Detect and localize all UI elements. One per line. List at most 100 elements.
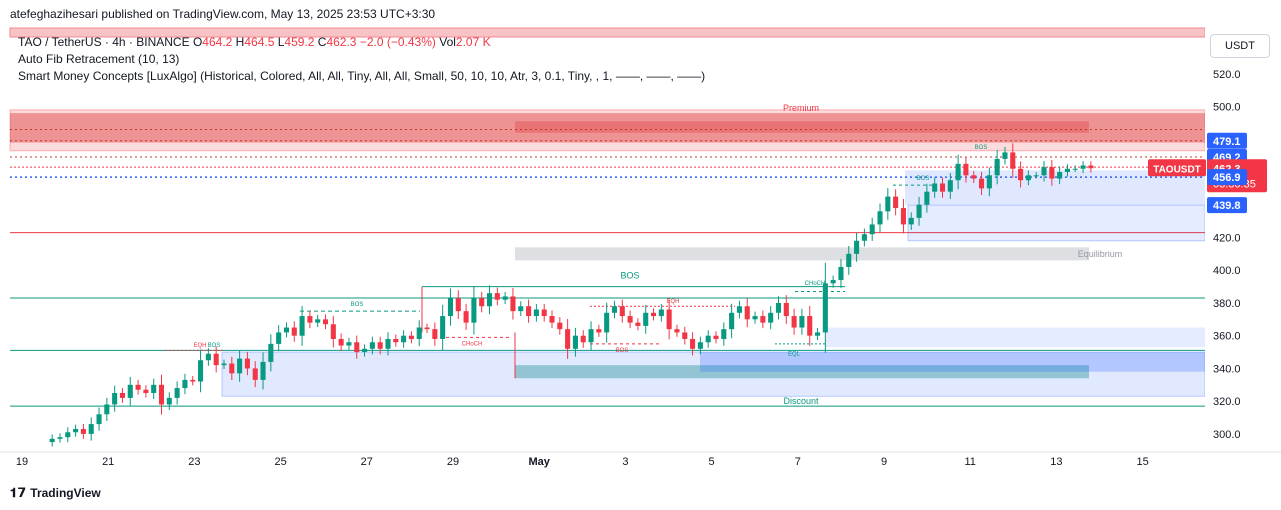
candle-body xyxy=(916,204,922,218)
publish-header: atefeghazihesari published on TradingVie… xyxy=(0,0,1281,28)
candle-body xyxy=(846,253,852,267)
candle-body xyxy=(783,302,789,317)
time-tick-label: 9 xyxy=(881,456,887,468)
volume-label: Vol xyxy=(439,35,456,49)
candle-body xyxy=(721,329,727,339)
demand-zone-strong xyxy=(700,352,1205,372)
candle-body xyxy=(986,175,992,189)
candle-body xyxy=(416,327,422,339)
candle-body xyxy=(650,312,657,317)
price-tick-label: 400.0 xyxy=(1213,265,1241,277)
eqh-left-label: EQH xyxy=(193,343,206,349)
candle-body xyxy=(143,389,149,393)
candle-body xyxy=(65,432,71,438)
candle-body xyxy=(315,319,321,323)
open-value: 464.2 xyxy=(202,35,233,49)
candle-body xyxy=(369,342,375,349)
candle-body xyxy=(900,208,906,225)
candle-body xyxy=(1041,167,1047,176)
candle-body xyxy=(768,312,774,323)
candle-body xyxy=(307,316,313,323)
candle-body xyxy=(393,338,399,343)
candle-body xyxy=(174,388,180,398)
candle-body xyxy=(166,397,172,405)
candle-body xyxy=(73,428,79,433)
time-tick-label: 27 xyxy=(361,456,373,468)
candle-body xyxy=(588,329,594,343)
volume-value: 2.07 K xyxy=(455,35,491,49)
candle-body xyxy=(57,437,63,439)
candle-body xyxy=(377,342,383,349)
candle-body xyxy=(1002,152,1008,159)
candle-body xyxy=(869,224,875,235)
candle-body xyxy=(424,327,430,330)
candle-body xyxy=(96,414,102,425)
fib-indicator-legend[interactable]: Auto Fib Retracement (10, 13) xyxy=(18,52,180,66)
eql-label: EQL xyxy=(788,351,801,357)
candle-body xyxy=(385,338,391,349)
symbol-name: TAO / TetherUS · 4h · BINANCE xyxy=(18,35,190,49)
time-tick-label: 5 xyxy=(709,456,715,468)
candle-body xyxy=(471,298,477,323)
price-tick-label: 420.0 xyxy=(1213,233,1241,245)
candle-body xyxy=(518,306,524,312)
candle-body xyxy=(627,316,633,323)
price-tick-label: 320.0 xyxy=(1213,396,1241,408)
candle-body xyxy=(362,348,368,353)
discount-label: Discount xyxy=(783,396,819,406)
price-label-box xyxy=(1207,169,1247,186)
candle-body xyxy=(877,211,883,225)
candle-body xyxy=(526,306,532,317)
candle-body xyxy=(760,316,766,323)
candle-body xyxy=(322,319,329,325)
choch-label: CHoCH xyxy=(805,281,826,287)
candle-body xyxy=(182,379,188,389)
price-label-text: 479.1 xyxy=(1213,136,1241,148)
candle-body xyxy=(283,327,290,333)
candle-body xyxy=(744,306,750,320)
candle-body xyxy=(1088,165,1094,169)
price-tick-label: 380.0 xyxy=(1213,298,1241,310)
candle-body xyxy=(533,309,539,317)
candle-body xyxy=(666,309,672,330)
equilibrium-label: Equilibrium xyxy=(1078,249,1123,259)
time-tick-label: 19 xyxy=(16,456,28,468)
price-label-box xyxy=(1207,197,1247,214)
time-tick-label: 29 xyxy=(447,456,459,468)
currency-button[interactable]: USDT xyxy=(1210,34,1270,58)
candle-body xyxy=(775,302,782,313)
candle-body xyxy=(971,175,977,179)
close-label: C xyxy=(317,35,327,49)
smc-indicator-legend[interactable]: Smart Money Concepts [LuxAlgo] (Historic… xyxy=(18,69,706,83)
candle-body xyxy=(635,322,641,326)
candle-body xyxy=(127,384,133,398)
candle-body xyxy=(814,332,821,336)
candle-body xyxy=(252,368,258,380)
candle-body xyxy=(198,360,204,382)
time-tick-label: 15 xyxy=(1136,456,1148,468)
candle-body xyxy=(713,335,719,339)
candle-body xyxy=(580,335,586,343)
candle-body xyxy=(1018,168,1024,181)
candle-body xyxy=(276,332,282,344)
bos-main-label: BOS xyxy=(620,270,639,280)
discount-zone xyxy=(221,351,1206,397)
candle-body xyxy=(244,358,250,369)
candle-body xyxy=(682,332,688,339)
candle-body xyxy=(486,293,493,307)
footer-branding: 𝟏𝟳 TradingView xyxy=(10,485,101,501)
candle-body xyxy=(502,296,508,300)
ticker-tag-text: TAOUSDT xyxy=(1153,164,1201,175)
candle-body xyxy=(565,329,571,349)
bos-left-label: BOS xyxy=(208,343,221,349)
candle-body xyxy=(736,306,742,313)
candle-body xyxy=(861,234,867,241)
candle-body xyxy=(401,335,407,343)
price-label-box xyxy=(1207,132,1247,149)
candle-body xyxy=(432,329,438,339)
candle-body xyxy=(799,316,805,328)
candle-body xyxy=(643,312,649,326)
eqh-top-label: EQH xyxy=(666,299,679,305)
candle-body xyxy=(705,335,711,343)
